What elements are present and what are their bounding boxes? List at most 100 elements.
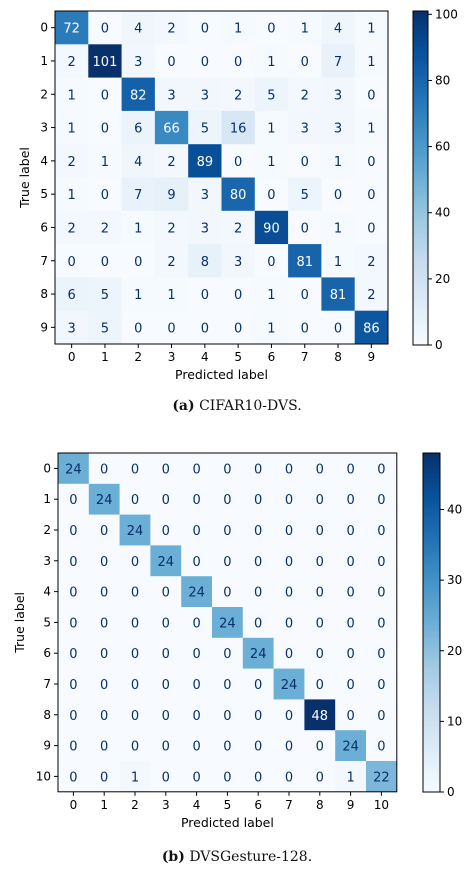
- matrix-cell: [335, 761, 367, 793]
- cell-value-label: 1: [267, 155, 275, 170]
- colorbar-segment: [413, 325, 428, 329]
- x-tick-label: 8: [334, 350, 342, 364]
- cell-value-label: 24: [219, 616, 236, 631]
- colorbar-segment: [413, 294, 428, 299]
- cell-value-label: 0: [254, 462, 262, 477]
- matrix-cell: [121, 144, 156, 178]
- colorbar-segment: [413, 130, 428, 135]
- matrix-cell: [354, 110, 389, 145]
- matrix-cell: [254, 144, 289, 178]
- cell-value-label: 0: [162, 586, 170, 601]
- matrix-cell: [335, 453, 367, 485]
- colorbar-segment: [423, 597, 440, 601]
- cell-value-label: 0: [316, 586, 324, 601]
- colorbar-segment: [413, 191, 428, 196]
- matrix-cell: [188, 210, 222, 245]
- matrix-cell: [119, 483, 151, 515]
- matrix-cell: [58, 637, 90, 669]
- matrix-cell: [288, 44, 322, 78]
- colorbar-segment: [413, 88, 428, 93]
- y-tick-label: 7: [43, 677, 51, 691]
- colorbar-segment: [413, 86, 428, 90]
- colorbar-segment: [423, 526, 440, 530]
- matrix-cell: [221, 310, 256, 345]
- matrix-cell: [58, 453, 90, 485]
- colorbar-segment: [423, 676, 440, 680]
- colorbar-segment: [423, 484, 440, 488]
- cell-value-label: 0: [316, 740, 324, 755]
- colorbar-segment: [423, 554, 440, 559]
- colorbar-segment: [413, 52, 428, 57]
- matrix-cell: [254, 177, 289, 212]
- caption-a-text: CIFAR10-DVS.: [199, 398, 302, 414]
- cell-value-label: 6: [68, 288, 76, 303]
- matrix-cell: [154, 77, 189, 112]
- colorbar-segment: [413, 108, 428, 112]
- colorbar-segment: [423, 687, 440, 691]
- colorbar-segment: [423, 628, 440, 632]
- matrix-cell: [335, 576, 367, 608]
- cell-value-label: 0: [192, 647, 200, 662]
- cell-value-label: 0: [346, 709, 354, 724]
- matrix-cell: [221, 77, 256, 112]
- cell-value-label: 24: [96, 493, 113, 508]
- matrix-cell: [150, 730, 182, 762]
- colorbar-segment: [423, 517, 440, 522]
- x-tick-label: 5: [234, 350, 242, 364]
- x-tick-label: 6: [254, 798, 262, 812]
- matrix-cell: [354, 210, 389, 245]
- matrix-cell: [242, 483, 274, 515]
- matrix-cell: [304, 668, 336, 700]
- cell-value-label: 0: [285, 616, 293, 631]
- matrix-cell: [335, 730, 367, 762]
- colorbar-segment: [413, 180, 428, 185]
- matrix-cell: [254, 210, 289, 245]
- colorbar-segment: [413, 261, 428, 265]
- colorbar-tick-label: 60: [435, 140, 450, 154]
- cell-value-label: 5: [101, 288, 109, 303]
- matrix-cell: [273, 483, 305, 515]
- matrix-cell: [304, 576, 336, 608]
- colorbar-segment: [423, 766, 440, 770]
- matrix-cell: [121, 177, 156, 212]
- cell-value-label: 1: [68, 122, 76, 137]
- cell-value-label: 0: [192, 493, 200, 508]
- y-tick-label: 3: [43, 554, 51, 568]
- cell-value-label: 2: [68, 221, 76, 236]
- colorbar-segment: [413, 147, 428, 151]
- matrix-cell: [119, 699, 151, 731]
- matrix-cell: [55, 277, 89, 311]
- matrix-cell: [366, 483, 398, 515]
- cell-value-label: 0: [192, 524, 200, 539]
- caption-a-tag: (a): [172, 398, 195, 414]
- matrix-cell: [242, 761, 274, 793]
- cell-value-label: 1: [131, 770, 139, 785]
- colorbar-segment: [423, 679, 440, 683]
- colorbar-segment: [413, 314, 428, 318]
- matrix-cell: [188, 110, 222, 145]
- colorbar-segment: [423, 458, 440, 463]
- colorbar-segment: [413, 183, 428, 187]
- matrix-cell: [304, 637, 336, 669]
- matrix-cell: [150, 699, 182, 731]
- cell-value-label: 1: [267, 321, 275, 336]
- matrix-cell: [121, 77, 156, 112]
- cell-value-label: 0: [267, 255, 275, 270]
- matrix-cell: [242, 545, 274, 577]
- colorbar-segment: [413, 308, 428, 313]
- colorbar-segment: [423, 492, 440, 496]
- cell-value-label: 0: [346, 616, 354, 631]
- x-tick-label: 7: [301, 350, 309, 364]
- matrix-cell: [119, 453, 151, 485]
- y-tick-label: 6: [43, 646, 51, 660]
- colorbar-segment: [413, 133, 428, 137]
- matrix-cell: [366, 576, 398, 608]
- colorbar-segment: [423, 478, 440, 482]
- cell-value-label: 2: [367, 255, 375, 270]
- cell-value-label: 0: [68, 255, 76, 270]
- colorbar-segment: [413, 80, 428, 84]
- matrix-cell: [304, 730, 336, 762]
- colorbar-segment: [423, 633, 440, 638]
- cell-value-label: 101: [93, 55, 118, 70]
- cell-value-label: 0: [254, 740, 262, 755]
